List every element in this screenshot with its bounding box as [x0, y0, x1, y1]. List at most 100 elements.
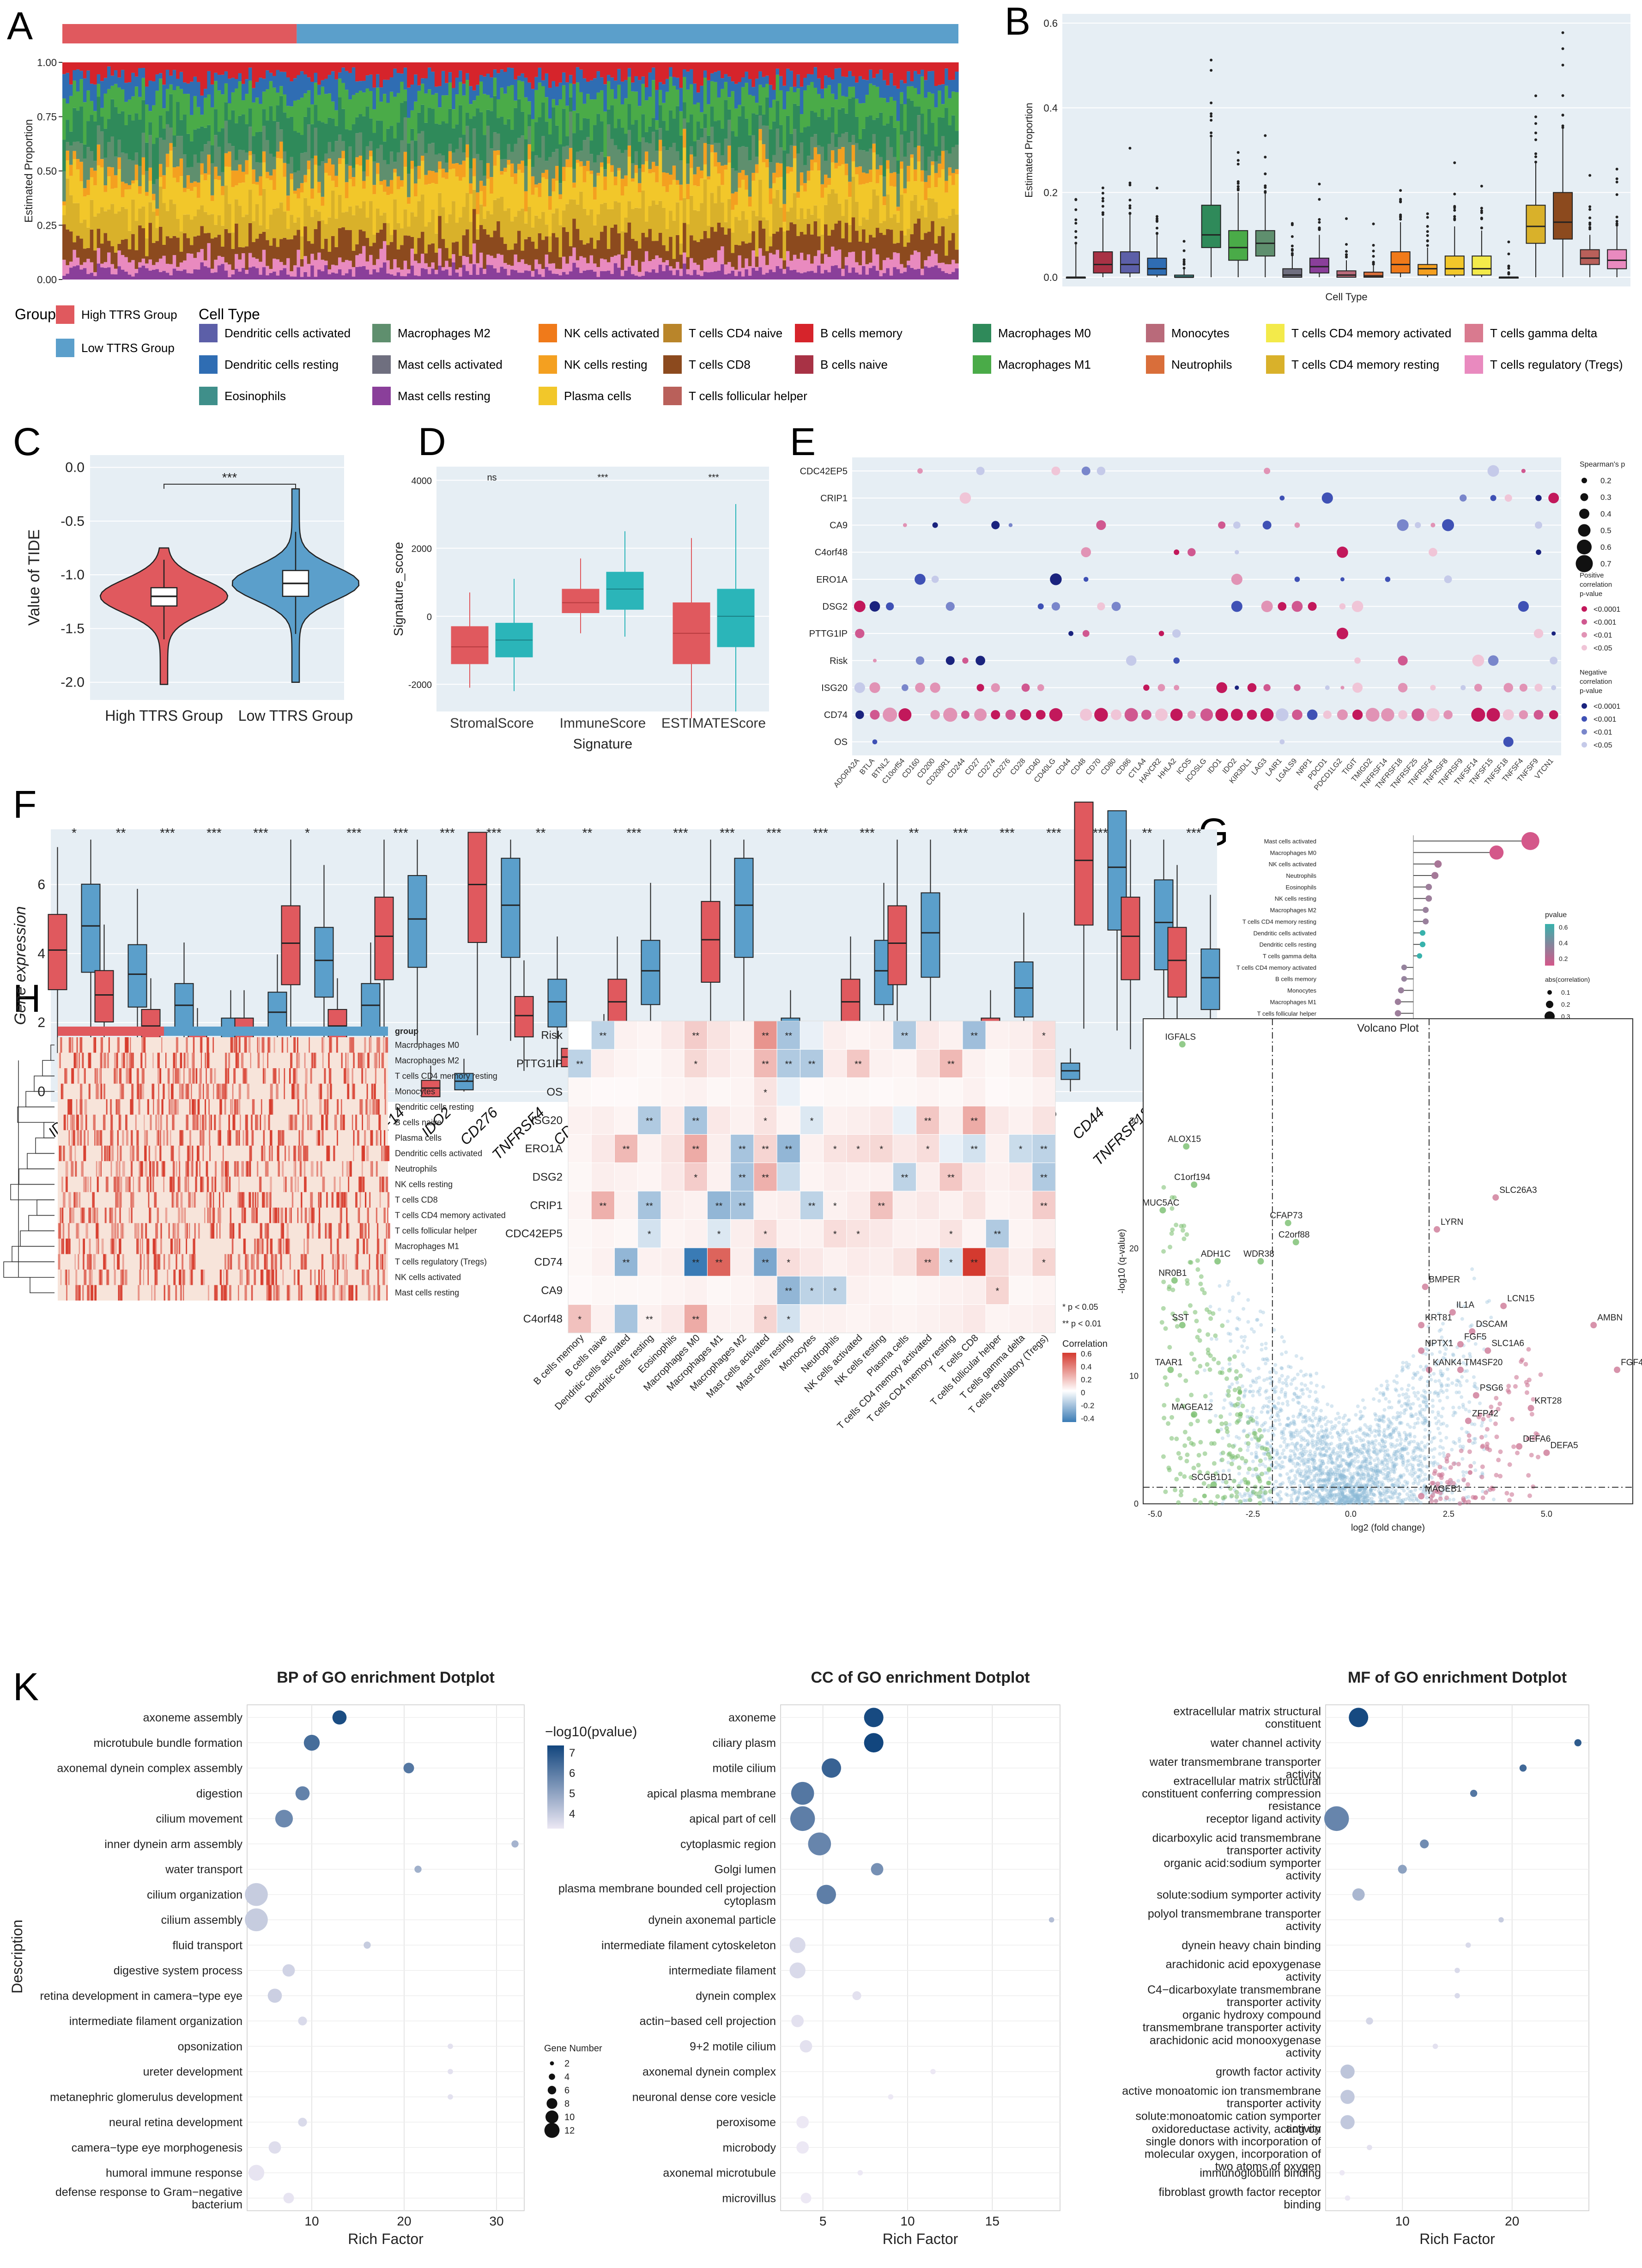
- heatmap-cell: [72, 1037, 73, 1053]
- outlier: [1182, 267, 1186, 270]
- stack-segment: [469, 62, 473, 86]
- axis-tick-label: 4: [37, 946, 45, 961]
- heatmap-cell: [232, 1083, 234, 1100]
- axis-tick-label-y: CD74: [824, 710, 848, 720]
- axis-tick-label: -2000: [408, 680, 432, 690]
- heatmap-cell: [194, 1099, 196, 1115]
- heatmap-cell: [141, 1068, 144, 1084]
- heatmap-cell: [327, 1099, 328, 1115]
- legend-title: Spearman's p: [1580, 461, 1625, 468]
- stack-segment: [324, 224, 328, 239]
- stack-segment: [693, 270, 697, 280]
- stack-segment: [431, 209, 435, 243]
- stack-segment: [452, 88, 456, 109]
- stack-segment: [210, 84, 214, 108]
- stack-segment: [665, 173, 669, 192]
- stack-segment: [875, 183, 879, 196]
- stack-segment: [548, 62, 552, 88]
- stack-segment: [758, 220, 763, 249]
- stack-segment: [524, 77, 528, 97]
- stack-segment: [321, 206, 325, 220]
- heatmap-cell: [171, 1083, 174, 1100]
- stack-segment: [734, 205, 739, 217]
- stack-segment: [186, 238, 190, 254]
- heatmap-cell: [310, 1192, 313, 1208]
- stack-segment: [121, 62, 125, 70]
- stack-segment: [97, 97, 101, 126]
- stack-segment: [858, 184, 862, 226]
- stack-segment: [948, 176, 952, 216]
- stack-segment: [848, 182, 852, 197]
- stack-segment: [69, 176, 73, 195]
- stack-segment: [486, 211, 490, 235]
- stack-segment: [603, 176, 607, 190]
- stack-segment: [793, 129, 797, 146]
- stack-segment: [548, 118, 552, 134]
- heatmap-cell: [318, 1269, 320, 1285]
- heatmap-cell: [117, 1099, 121, 1115]
- stack-segment: [641, 190, 645, 233]
- stack-segment: [93, 250, 97, 273]
- stack-segment: [83, 102, 87, 145]
- stack-segment: [851, 86, 855, 97]
- stack-segment: [676, 261, 680, 270]
- correlation-dot: [930, 682, 940, 693]
- stack-segment: [610, 165, 614, 172]
- stack-segment: [748, 160, 752, 197]
- stack-segment: [858, 274, 862, 280]
- heatmap-cell: [382, 1037, 385, 1053]
- stack-segment: [875, 154, 879, 170]
- stack-segment: [417, 112, 421, 134]
- stack-segment: [765, 84, 769, 97]
- stack-segment: [830, 162, 835, 189]
- stack-segment: [738, 271, 742, 280]
- axis-tick-label-y: Neutrophils: [1286, 872, 1316, 879]
- stack-segment: [193, 181, 197, 187]
- stack-segment: [731, 253, 735, 267]
- stack-segment: [235, 254, 239, 269]
- outlier: [1101, 205, 1104, 208]
- stack-segment: [262, 151, 266, 163]
- stack-segment: [238, 259, 242, 272]
- stack-segment: [765, 265, 769, 273]
- stack-segment: [124, 271, 128, 280]
- stack-segment: [638, 276, 642, 280]
- stack-segment: [603, 259, 607, 271]
- stack-segment: [69, 261, 73, 268]
- stack-segment: [427, 244, 431, 267]
- stack-segment: [131, 73, 135, 97]
- outlier: [1453, 193, 1456, 196]
- stack-segment: [683, 102, 687, 119]
- group-bar-low: [164, 1027, 388, 1036]
- heatmap-cell: [346, 1068, 350, 1084]
- heatmap-cell: [241, 1192, 244, 1208]
- stack-segment: [655, 90, 659, 121]
- stack-segment: [121, 89, 125, 111]
- stack-segment: [107, 252, 111, 268]
- stack-segment: [310, 243, 315, 254]
- stack-segment: [228, 62, 232, 79]
- heatmap-cell: [155, 1223, 158, 1239]
- stack-segment: [286, 106, 291, 118]
- stack-segment: [620, 254, 624, 270]
- heatmap-cell: [79, 1192, 81, 1208]
- stack-segment: [769, 236, 773, 247]
- stack-segment: [751, 113, 756, 135]
- stack-segment: [548, 196, 552, 210]
- stack-segment: [300, 236, 304, 259]
- stack-segment: [407, 117, 411, 144]
- stack-segment: [745, 189, 749, 220]
- stack-segment: [893, 252, 897, 268]
- heatmap-cell: [115, 1099, 118, 1115]
- stack-segment: [152, 265, 156, 270]
- stack-segment: [252, 102, 256, 136]
- stack-segment: [810, 62, 814, 74]
- stack-segment: [224, 153, 228, 167]
- stack-segment: [524, 270, 528, 280]
- stack-segment: [362, 231, 366, 246]
- box: [1444, 255, 1465, 276]
- stack-segment: [724, 139, 728, 165]
- heatmap-cell: [120, 1114, 121, 1131]
- stack-segment: [483, 219, 487, 229]
- stack-segment: [683, 198, 687, 223]
